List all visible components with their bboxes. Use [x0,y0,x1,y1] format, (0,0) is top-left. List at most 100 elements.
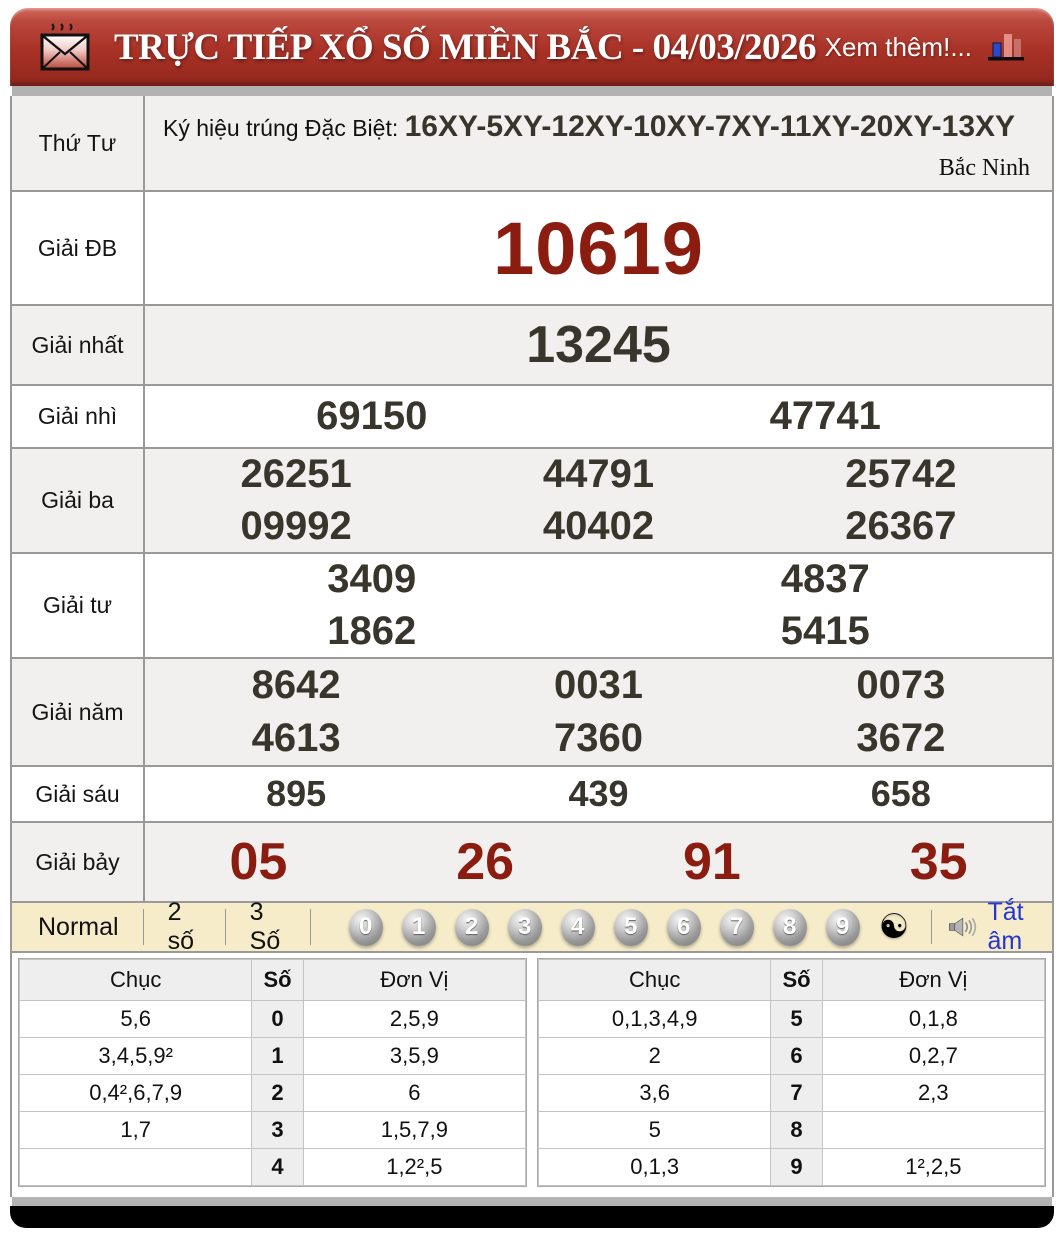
mode-normal-button[interactable]: Normal [24,909,144,945]
mode-3so-button[interactable]: 3 Số [226,898,311,955]
mute-link[interactable]: Tắt âm [987,898,1024,955]
chuc-cell: 0,4²,6,7,9 [20,1075,252,1111]
digit-ball-2[interactable]: 2 [454,908,489,946]
table-row-first-prize: Giải nhất 13245 [12,304,1052,384]
donvi-cell: 1,2²,5 [303,1149,525,1185]
column-header-donvi: Đơn Vị [303,960,525,1000]
table-row-seventh-prize: Giải bảy 05 26 91 35 [12,821,1052,901]
province-name: Bắc Ninh [938,155,1030,181]
column-header-so: Số [771,960,822,1000]
prize-number: 13245 [526,316,671,374]
table-row-fourth-prize: Giải tư 3409 4837 1862 5415 [12,552,1052,657]
special-sign-value: 16XY-5XY-12XY-10XY-7XY-11XY-20XY-13XY [404,110,1016,143]
mute-button[interactable]: Tắt âm [948,898,1040,956]
speaker-icon [948,917,976,937]
prize-number: 1862 [327,608,417,653]
stats-section: Chục Số Đơn Vị 5,6 0 2,5,9 3,4,5,9² 1 3,… [10,953,1054,1197]
prize-label-sau: Giải sáu [12,767,145,821]
table-row: 5,6 0 2,5,9 [20,1001,525,1037]
chuc-cell [20,1149,252,1185]
so-cell: 5 [771,1001,822,1037]
donvi-cell: 1²,2,5 [822,1149,1044,1185]
header-bar: TRỰC TIẾP XỔ SỐ MIỀN BẮC - 04/03/2026 Xe… [10,8,1054,86]
chuc-cell: 5,6 [20,1001,252,1037]
prize-label-db: Giải ĐB [12,192,145,304]
digit-ball-0[interactable]: 0 [348,908,383,946]
column-header-chuc: Chục [539,960,771,1000]
donvi-cell: 2,5,9 [303,1001,525,1037]
prize-number: 26 [456,833,515,891]
yin-yang-icon[interactable]: ☯ [878,906,910,947]
prize-number: 47741 [769,394,881,438]
prize-number: 26251 [240,452,352,497]
table-row-sixth-prize: Giải sáu 895 439 658 [12,765,1052,821]
table-row: 0,1,3 9 1²,2,5 [539,1149,1044,1185]
prize-label-tu: Giải tư [12,554,145,657]
digit-ball-8[interactable]: 8 [772,908,807,946]
chuc-cell: 0,1,3,4,9 [539,1001,771,1037]
digit-ball-1[interactable]: 1 [401,908,436,946]
chuc-cell: 3,4,5,9² [20,1038,252,1074]
prize-number: 8642 [251,663,341,707]
digit-ball-5[interactable]: 5 [613,908,648,946]
prize-label-ba: Giải ba [12,449,145,552]
digit-ball-7[interactable]: 7 [719,908,754,946]
prize-number: 44791 [542,452,655,497]
prize-number: 4613 [251,716,341,760]
prize-number: 5415 [780,608,870,653]
bar-chart-icon[interactable] [986,29,1028,65]
prize-number: 0073 [856,663,946,707]
donvi-cell: 6 [303,1075,525,1111]
prize-label-bay: Giải bảy [12,823,145,901]
digit-ball-9[interactable]: 9 [825,908,860,946]
special-sign-cell: Ký hiệu trúng Đặc Biệt: 16XY-5XY-12XY-10… [145,96,1052,190]
hot-mail-envelope-icon [40,23,90,71]
special-sign-label: Ký hiệu trúng Đặc Biệt: [163,115,405,141]
so-cell: 6 [771,1038,822,1074]
digit-ball-3[interactable]: 3 [507,908,542,946]
prize-number: 895 [266,773,327,814]
digit-ball-6[interactable]: 6 [666,908,701,946]
prize-number: 25742 [845,452,957,497]
footer-divider [12,1197,1052,1206]
donvi-cell [822,1112,1044,1148]
chuc-cell: 2 [539,1038,771,1074]
column-header-donvi: Đơn Vị [822,960,1044,1000]
prize-number: 91 [682,833,741,891]
digit-ball-4[interactable]: 4 [560,908,595,946]
prize-number: 05 [229,833,288,891]
controls-divider [931,910,932,944]
prize-number: 40402 [542,503,655,548]
so-cell: 4 [252,1149,303,1185]
prize-number: 4837 [780,557,870,602]
chuc-cell: 0,1,3 [539,1149,771,1185]
table-row-second-prize: Giải nhì 69150 47741 [12,384,1052,447]
so-cell: 3 [252,1112,303,1148]
prize-number: 0031 [554,663,643,707]
prize-number: 69150 [316,394,428,438]
see-more-link[interactable]: Xem thêm!... [824,31,972,62]
table-row: 2 6 0,2,7 [539,1038,1044,1074]
donvi-cell: 1,5,7,9 [303,1112,525,1148]
chuc-cell: 5 [539,1112,771,1148]
so-cell: 9 [771,1149,822,1185]
prize-number: 3672 [856,716,946,760]
donvi-cell: 2,3 [822,1075,1044,1111]
mode-2so-button[interactable]: 2 số [144,898,226,955]
prize-number: 09992 [240,503,352,548]
prize-label-nhi: Giải nhì [12,386,145,447]
so-cell: 1 [252,1038,303,1074]
prize-number: 658 [870,773,931,814]
prize-number: 35 [909,833,968,891]
table-row-third-prize: Giải ba 26251 44791 25742 09992 40402 26… [12,447,1052,552]
so-cell: 7 [771,1075,822,1111]
table-row: 0,4²,6,7,9 2 6 [20,1075,525,1111]
weekday-label: Thứ Tư [12,96,145,190]
chuc-cell: 1,7 [20,1112,252,1148]
lottery-widget: TRỰC TIẾP XỔ SỐ MIỀN BẮC - 04/03/2026 Xe… [10,8,1054,1228]
donvi-cell: 0,2,7 [822,1038,1044,1074]
digit-balls: 0 1 2 3 4 5 6 7 8 9 ☯ [348,906,910,947]
prize-number: 10619 [493,206,704,290]
prize-number: 7360 [554,716,643,760]
prize-label-nhat: Giải nhất [12,306,145,384]
